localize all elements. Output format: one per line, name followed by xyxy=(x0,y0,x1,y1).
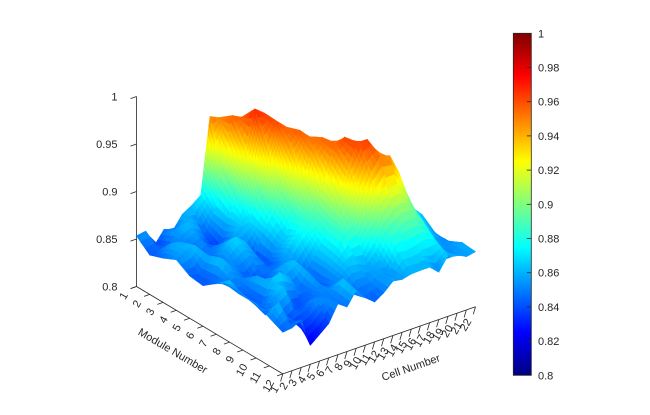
svg-text:3: 3 xyxy=(287,378,300,389)
svg-text:3: 3 xyxy=(144,306,157,317)
svg-text:0.88: 0.88 xyxy=(538,234,559,246)
svg-text:1: 1 xyxy=(268,384,281,395)
svg-text:11: 11 xyxy=(357,352,373,368)
svg-text:5: 5 xyxy=(305,371,318,382)
svg-text:0.84: 0.84 xyxy=(538,302,559,314)
svg-text:5: 5 xyxy=(171,322,184,333)
svg-text:0.9: 0.9 xyxy=(538,199,553,211)
svg-text:15: 15 xyxy=(394,339,411,356)
svg-text:1: 1 xyxy=(538,28,544,40)
svg-text:12: 12 xyxy=(261,378,278,395)
svg-text:0.8: 0.8 xyxy=(538,370,553,382)
svg-text:0.96: 0.96 xyxy=(538,97,559,109)
svg-text:8: 8 xyxy=(211,346,224,357)
svg-text:4: 4 xyxy=(296,374,309,385)
svg-text:Module Number: Module Number xyxy=(136,326,210,376)
svg-text:9: 9 xyxy=(342,358,355,369)
svg-text:0.8: 0.8 xyxy=(102,282,117,294)
svg-text:12: 12 xyxy=(366,349,383,366)
svg-text:0.95: 0.95 xyxy=(96,139,117,151)
svg-text:22: 22 xyxy=(458,317,475,334)
svg-text:1: 1 xyxy=(117,291,130,302)
svg-text:19: 19 xyxy=(430,326,447,343)
svg-text:0.86: 0.86 xyxy=(538,268,559,280)
svg-text:6: 6 xyxy=(184,330,197,341)
svg-text:10: 10 xyxy=(348,355,365,372)
svg-text:20: 20 xyxy=(439,323,456,340)
svg-text:7: 7 xyxy=(197,338,210,349)
svg-text:0.9: 0.9 xyxy=(102,187,117,199)
svg-text:4: 4 xyxy=(157,314,170,325)
svg-text:17: 17 xyxy=(412,333,429,350)
svg-text:9: 9 xyxy=(224,354,237,365)
svg-text:0.82: 0.82 xyxy=(538,336,559,348)
svg-text:21: 21 xyxy=(449,320,466,337)
svg-text:10: 10 xyxy=(234,362,251,379)
svg-text:2: 2 xyxy=(131,298,144,309)
svg-text:13: 13 xyxy=(375,346,392,363)
svg-text:Cell Number: Cell Number xyxy=(380,352,442,384)
svg-text:0.94: 0.94 xyxy=(538,131,559,143)
svg-text:11: 11 xyxy=(248,370,264,386)
svg-text:0.85: 0.85 xyxy=(96,234,117,246)
svg-text:0.98: 0.98 xyxy=(538,63,559,75)
svg-text:16: 16 xyxy=(403,336,420,353)
svg-text:8: 8 xyxy=(332,362,345,373)
svg-text:2: 2 xyxy=(277,381,290,392)
svg-text:1: 1 xyxy=(111,92,117,104)
svg-text:14: 14 xyxy=(384,342,401,359)
svg-text:18: 18 xyxy=(421,330,438,347)
svg-text:7: 7 xyxy=(323,365,336,376)
svg-text:6: 6 xyxy=(314,368,327,379)
svg-text:0.92: 0.92 xyxy=(538,165,559,177)
